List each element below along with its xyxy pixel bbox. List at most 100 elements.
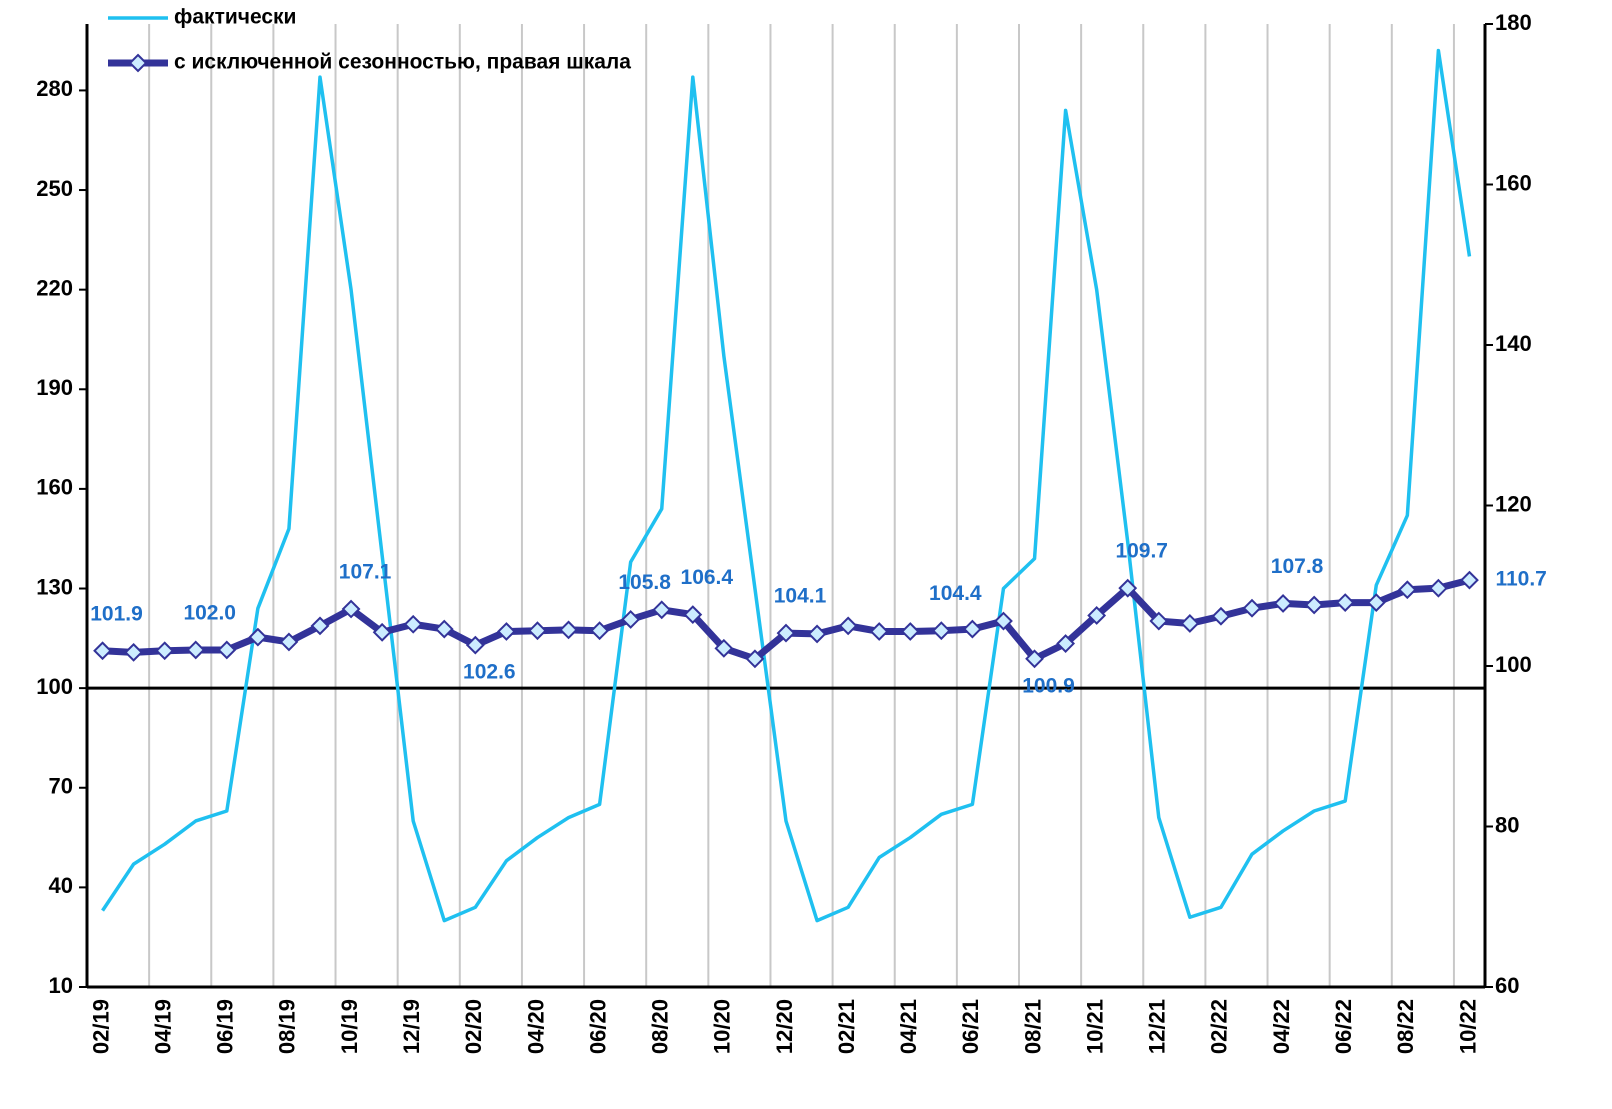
legend-label: фактически [174, 6, 296, 29]
y-tick-label: 70 [49, 774, 73, 799]
marker [1366, 593, 1386, 613]
marker [1397, 580, 1417, 600]
value-label: 104.4 [929, 582, 982, 605]
marker [1428, 578, 1448, 598]
marker [1273, 593, 1293, 613]
y2-tick-label: 120 [1495, 491, 1532, 516]
x-tick-label: 12/20 [772, 999, 797, 1054]
x-tick-label: 04/20 [523, 999, 548, 1054]
x-tick-label: 08/20 [648, 999, 673, 1054]
marker [683, 605, 703, 625]
x-tick-label: 08/21 [1020, 999, 1045, 1054]
marker [1335, 593, 1355, 613]
marker [1149, 611, 1169, 631]
y2-tick-label: 140 [1495, 331, 1532, 356]
marker [372, 622, 392, 642]
y-tick-label: 160 [36, 475, 73, 500]
marker [776, 623, 796, 643]
series-line [101, 48, 1472, 923]
value-label: 106.4 [681, 566, 734, 589]
marker [217, 640, 237, 660]
x-tick-label: 06/21 [958, 999, 983, 1054]
marker [186, 640, 206, 660]
marker [1304, 595, 1324, 615]
marker [434, 619, 454, 639]
x-tick-label: 04/22 [1269, 999, 1294, 1054]
y2-tick-label: 80 [1495, 812, 1519, 837]
marker [745, 649, 765, 669]
marker [248, 627, 268, 647]
marker [838, 616, 858, 636]
y2-tick-label: 60 [1495, 973, 1519, 998]
legend-marker [128, 53, 148, 73]
marker [1211, 606, 1231, 626]
y-tick-label: 190 [36, 375, 73, 400]
marker [1460, 570, 1479, 590]
x-tick-label: 10/19 [337, 999, 362, 1054]
marker [1025, 649, 1044, 669]
marker [403, 614, 423, 634]
value-label: 100.9 [1022, 674, 1075, 697]
value-label: 109.7 [1115, 540, 1168, 563]
value-label: 105.8 [618, 571, 671, 594]
marker [155, 641, 175, 661]
y2-tick-label: 100 [1495, 652, 1532, 677]
x-tick-label: 10/22 [1455, 999, 1480, 1054]
value-label: 110.7 [1495, 568, 1546, 591]
x-tick-label: 04/19 [150, 999, 175, 1054]
marker [869, 622, 889, 641]
marker [124, 642, 144, 662]
marker [279, 632, 299, 652]
value-label: 101.9 [90, 602, 143, 625]
value-label: 107.8 [1271, 555, 1324, 578]
marker [962, 619, 982, 639]
x-tick-label: 02/20 [461, 999, 486, 1054]
value-label: 102.6 [463, 661, 516, 684]
marker [465, 635, 485, 655]
x-tick-label: 12/19 [399, 999, 424, 1054]
y-tick-label: 220 [36, 275, 73, 300]
value-label: 102.0 [183, 601, 236, 624]
marker [994, 611, 1013, 631]
x-tick-label: 02/22 [1207, 999, 1232, 1054]
marker [1056, 634, 1076, 653]
x-tick-label: 06/20 [585, 999, 610, 1054]
y-tick-label: 40 [49, 873, 73, 898]
x-tick-label: 04/21 [896, 999, 921, 1054]
marker [1087, 606, 1107, 625]
marker [931, 621, 951, 641]
marker [496, 622, 516, 641]
x-tick-label: 10/21 [1082, 999, 1107, 1054]
x-tick-label: 08/22 [1393, 999, 1418, 1054]
x-tick-label: 02/19 [88, 999, 113, 1054]
marker [1118, 578, 1138, 598]
x-tick-label: 10/20 [710, 999, 735, 1054]
marker [900, 622, 920, 641]
marker [807, 624, 827, 644]
marker [1242, 598, 1262, 618]
y-tick-label: 10 [49, 973, 73, 998]
marker [559, 620, 578, 640]
marker [590, 621, 610, 641]
value-label: 107.1 [339, 561, 392, 584]
x-tick-label: 06/19 [213, 999, 238, 1054]
y-tick-label: 130 [36, 574, 73, 599]
marker [341, 599, 361, 619]
x-tick-label: 06/22 [1331, 999, 1356, 1054]
y-tick-label: 100 [36, 674, 73, 699]
marker [714, 638, 734, 658]
y-tick-label: 280 [36, 76, 73, 101]
marker [621, 610, 641, 629]
marker [1180, 614, 1200, 633]
y-tick-label: 250 [36, 176, 73, 201]
legend-label: с исключенной сезонностью, правая шкала [174, 51, 631, 74]
y2-tick-label: 160 [1495, 170, 1532, 195]
value-label: 104.1 [774, 585, 827, 608]
x-tick-label: 08/19 [275, 999, 300, 1054]
x-tick-label: 12/21 [1145, 999, 1170, 1054]
x-tick-label: 02/21 [834, 999, 859, 1054]
marker [93, 641, 112, 661]
marker [652, 600, 672, 620]
